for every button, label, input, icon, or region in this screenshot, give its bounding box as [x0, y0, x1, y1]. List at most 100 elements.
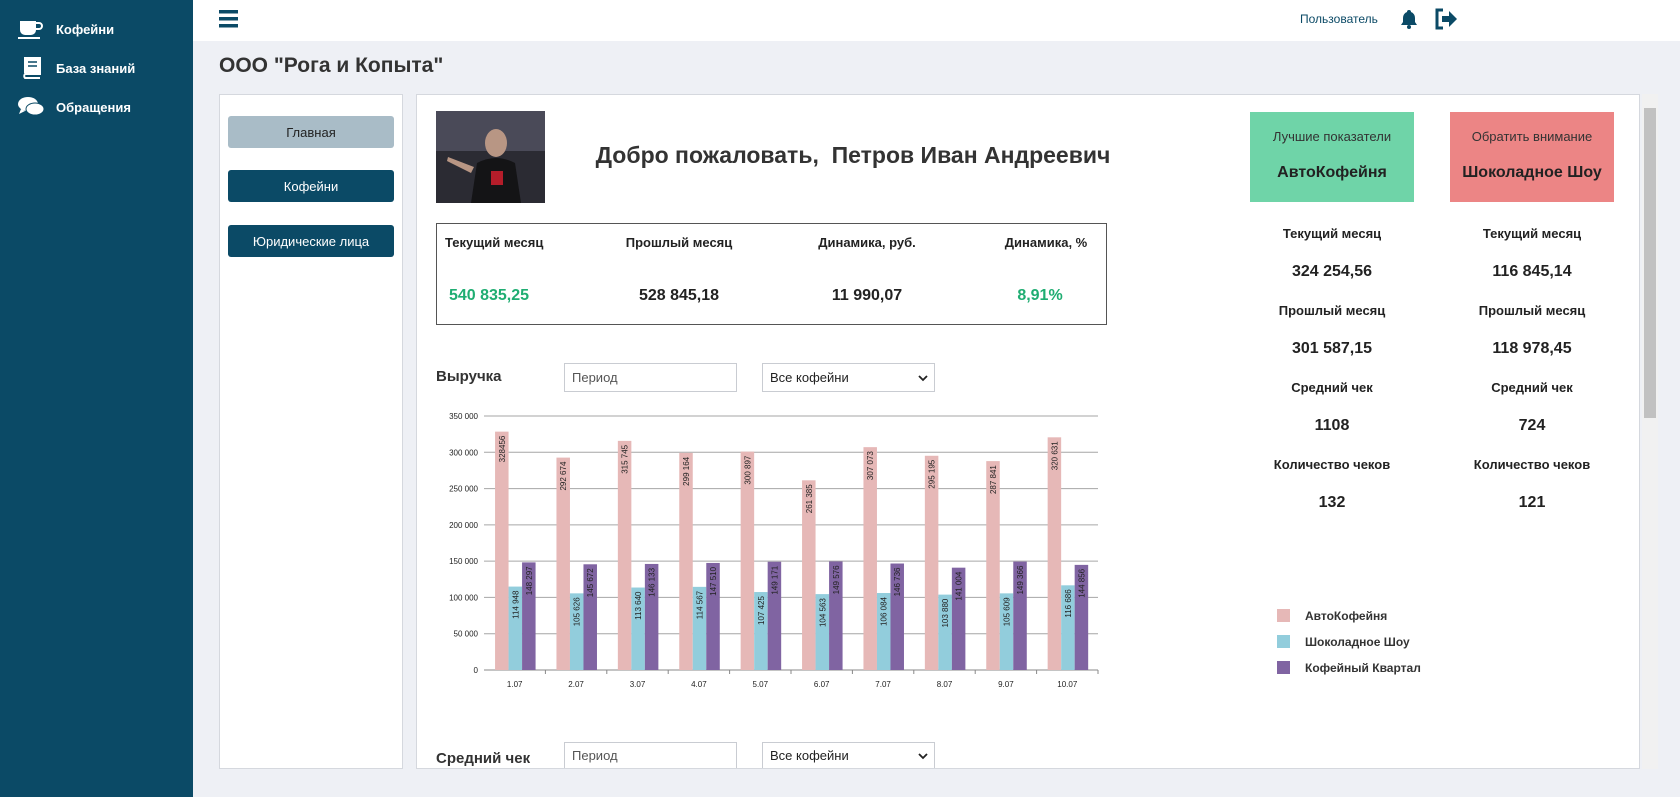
top-bar: Пользователь [193, 0, 1680, 41]
bar [569, 593, 584, 670]
y-tick-label: 0 [474, 666, 479, 675]
legend-label: АвтоКофейня [1305, 609, 1388, 623]
x-tick-label: 8.07 [937, 680, 953, 689]
menu-toggle[interactable] [219, 9, 239, 29]
book-icon [23, 57, 41, 79]
summary-header: Динамика, % [1004, 235, 1088, 250]
bar-value-label: 105 609 [1003, 597, 1012, 626]
bar-value-label: 261 385 [805, 484, 814, 513]
chevron [918, 374, 928, 381]
bar [1047, 437, 1062, 670]
bar-value-label: 105 626 [573, 597, 582, 626]
sidebar-label: Обращения [56, 99, 131, 115]
stat-label: Количество чеков [1473, 457, 1591, 472]
bar [556, 457, 570, 670]
bar-value-label: 315 745 [621, 444, 630, 473]
highlight-title: Лучшие показатели [1272, 129, 1392, 144]
y-tick-label: 350 000 [449, 412, 478, 421]
y-tick-label: 250 000 [449, 485, 478, 494]
bar-value-label: 328456 [498, 435, 507, 462]
bar-value-label: 104 563 [818, 598, 827, 627]
stat-value: 301 587,15 [1291, 340, 1373, 357]
bar [740, 451, 755, 670]
stat-value: 116 845,14 [1492, 263, 1572, 280]
highlight-box: Лучшие показатели АвтоКофейня [1250, 112, 1414, 202]
section-title: Выручка [436, 368, 502, 385]
bar [876, 593, 891, 670]
select-value: Все кофейни [770, 748, 849, 763]
bar [522, 562, 536, 670]
bar-value-label: 300 897 [743, 455, 752, 484]
revenue-chart: 0 50 000 100 000 150 000 200 000 250 000 300 0… [449, 412, 1099, 689]
x-tick-label: 9.07 [998, 680, 1014, 689]
menu-button[interactable]: Юридические лица [228, 225, 394, 257]
bar-value-label: 147 510 [709, 566, 718, 595]
x-tick-label: 7.07 [875, 680, 891, 689]
scroll-thumb[interactable] [1644, 108, 1656, 418]
bar [951, 567, 966, 670]
y-tick-label: 300 000 [449, 448, 478, 457]
x-tick-label: 4.07 [691, 680, 707, 689]
bar [924, 455, 939, 670]
shop-select[interactable]: Все кофейни [762, 363, 935, 392]
sidebar-label: Кофейни [56, 21, 115, 37]
period-input[interactable]: Период [564, 742, 737, 768]
bar [1061, 585, 1075, 670]
stat-value: 118 978,45 [1492, 340, 1572, 357]
summary-box [436, 223, 1107, 325]
summary-header: Текущий месяц [445, 235, 544, 250]
menu-button[interactable]: Главная [228, 116, 394, 148]
x-tick-label: 1.07 [507, 680, 523, 689]
bar-value-label: 106 084 [880, 596, 889, 625]
sidebar: Кофейни База знаний Обращения [0, 0, 193, 797]
y-tick-label: 200 000 [449, 521, 478, 530]
bar [986, 461, 1000, 670]
sidebar-label: База знаний [56, 60, 136, 76]
bar [815, 594, 830, 670]
logout-icon[interactable] [1434, 8, 1458, 30]
bar [631, 587, 645, 670]
summary-value: 11 990,07 [831, 287, 903, 304]
bell-icon[interactable] [1400, 9, 1418, 29]
stat-label: Количество чеков [1273, 457, 1391, 472]
select-value: Все кофейни [770, 370, 849, 385]
bar-value-label: 114 567 [696, 590, 705, 619]
bar [890, 563, 904, 670]
stat-value: 121 [1518, 494, 1546, 511]
sidebar-item[interactable]: Обращения [18, 92, 188, 122]
bar-value-label: 144 856 [1077, 568, 1086, 597]
coffee-icon [18, 21, 43, 39]
bar-value-label: 103 880 [941, 598, 950, 627]
shop-select[interactable]: Все кофейни [762, 742, 935, 768]
bar [767, 561, 782, 670]
scrollbar[interactable] [1642, 94, 1658, 769]
bar-value-label: 149 576 [832, 565, 841, 594]
highlight-title: Обратить внимание [1471, 129, 1593, 144]
chevron [918, 752, 928, 759]
summary-header: Прошлый месяц [625, 235, 733, 250]
summary-header: Динамика, руб. [818, 235, 916, 250]
bar [802, 480, 816, 670]
bar [495, 431, 509, 670]
bar-value-label: 307 073 [866, 451, 875, 480]
x-tick-label: 5.07 [753, 680, 769, 689]
bar-value-label: 141 004 [955, 571, 964, 600]
stat-label: Средний чек [1491, 380, 1573, 395]
y-tick-label: 100 000 [449, 593, 478, 602]
stat-label: Прошлый месяц [1278, 303, 1386, 318]
period-input[interactable]: Период [564, 363, 737, 392]
placeholder: Период [572, 748, 618, 763]
legend-swatch [1277, 635, 1290, 648]
legend-swatch [1277, 661, 1290, 674]
highlight-box: Обратить внимание Шоколадное Шоу [1450, 112, 1614, 202]
bar [829, 561, 843, 670]
stat-value: 324 254,56 [1291, 263, 1373, 280]
bar-value-label: 299 164 [682, 456, 691, 485]
menu-button[interactable]: Кофейни [228, 170, 394, 202]
bar [583, 564, 597, 670]
sidebar-item[interactable]: База знаний [18, 53, 188, 83]
user-link[interactable]: Пользователь [1300, 12, 1378, 26]
user-photo [436, 111, 545, 203]
bar-value-label: 113 640 [634, 591, 643, 620]
sidebar-item[interactable]: Кофейни [18, 14, 188, 44]
